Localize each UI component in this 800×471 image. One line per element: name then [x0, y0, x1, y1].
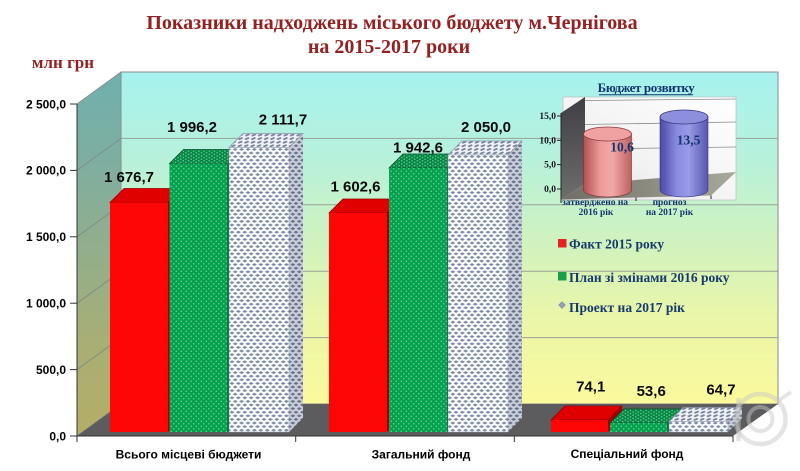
svg-text:Всього місцеві бюджети: Всього місцеві бюджети [116, 448, 262, 462]
svg-text:на 2015-2017 роки: на 2015-2017 роки [308, 36, 470, 58]
svg-text:10,0: 10,0 [539, 136, 556, 146]
svg-text:2 111,7: 2 111,7 [259, 112, 307, 129]
svg-text:1 500,0: 1 500,0 [26, 230, 66, 244]
svg-text:План зі змінами 2016 року: План зі змінами 2016 року [569, 270, 730, 285]
svg-text:Загальний фонд: Загальний фонд [372, 448, 471, 462]
svg-text:Спеціальний фонд: Спеціальний фонд [571, 447, 684, 461]
svg-text:Факт 2015 року: Факт 2015 року [569, 237, 664, 252]
svg-text:15,0: 15,0 [539, 112, 556, 122]
svg-text:0,0: 0,0 [544, 185, 556, 195]
svg-text:1 996,2: 1 996,2 [167, 119, 217, 136]
svg-text:2016 рік: 2016 рік [579, 207, 614, 218]
svg-text:1 000,0: 1 000,0 [26, 297, 66, 311]
svg-text:на 2017 рік: на 2017 рік [646, 207, 694, 218]
svg-text:Бюджет розвитку: Бюджет розвитку [598, 80, 696, 95]
svg-text:64,7: 64,7 [706, 382, 735, 399]
svg-text:53,6: 53,6 [637, 383, 666, 400]
svg-text:500,0: 500,0 [36, 363, 66, 377]
svg-text:2 000,0: 2 000,0 [26, 164, 66, 178]
svg-text:1 602,6: 1 602,6 [330, 179, 380, 196]
svg-text:Показники надходжень міського: Показники надходжень міського бюджету м.… [146, 12, 637, 34]
svg-text:2 050,0: 2 050,0 [461, 119, 511, 136]
svg-text:5,0: 5,0 [544, 161, 556, 171]
svg-text:млн грн: млн грн [32, 53, 94, 72]
svg-text:13,5: 13,5 [677, 133, 701, 148]
svg-text:1 942,6: 1 942,6 [393, 140, 443, 157]
svg-text:0,0: 0,0 [49, 429, 66, 443]
svg-text:10,6: 10,6 [610, 140, 634, 155]
svg-text:затверджено на: затверджено на [562, 198, 628, 208]
svg-text:Проект на 2017 рік: Проект на 2017 рік [569, 300, 685, 315]
svg-text:прогноз: прогноз [653, 198, 687, 208]
svg-text:74,1: 74,1 [576, 378, 605, 395]
svg-text:2 500,0: 2 500,0 [26, 97, 66, 111]
svg-text:1 676,7: 1 676,7 [104, 169, 154, 186]
